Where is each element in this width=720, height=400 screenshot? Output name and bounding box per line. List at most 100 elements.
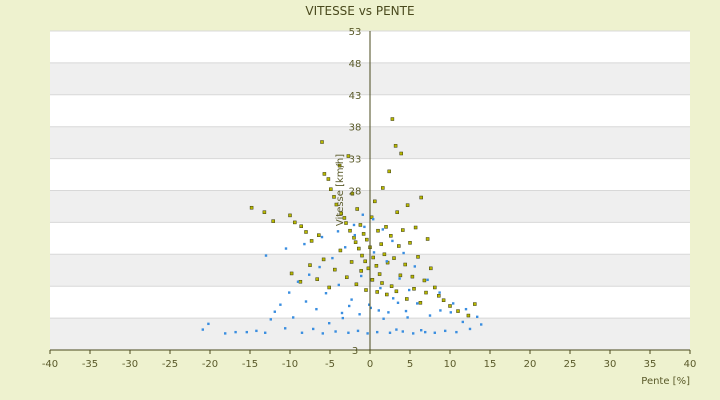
data-point <box>224 332 227 335</box>
x-tick-label: 40 <box>684 359 697 370</box>
data-point <box>390 117 395 121</box>
data-point <box>360 253 364 258</box>
data-point <box>234 330 237 334</box>
data-point <box>429 266 433 271</box>
data-point <box>416 302 419 305</box>
data-point <box>320 235 324 239</box>
data-point <box>387 169 391 174</box>
data-point <box>382 317 385 320</box>
data-point <box>345 275 349 280</box>
data-point <box>328 322 331 325</box>
data-point <box>358 313 361 316</box>
data-point <box>422 278 427 283</box>
data-point <box>392 297 395 300</box>
data-point <box>480 323 483 326</box>
data-point <box>329 187 333 191</box>
data-point <box>334 330 337 333</box>
data-point <box>455 330 458 334</box>
data-point <box>264 331 267 334</box>
data-point <box>336 230 340 233</box>
data-point <box>369 306 372 310</box>
data-point <box>401 228 405 232</box>
x-tick-label: -40 <box>42 359 58 370</box>
data-point <box>397 244 401 248</box>
data-point <box>381 228 384 231</box>
data-point <box>420 329 423 332</box>
data-point <box>399 151 403 156</box>
data-point <box>408 288 411 292</box>
data-point <box>363 259 367 264</box>
data-point <box>419 195 423 200</box>
x-tick-label: 5 <box>407 359 413 370</box>
data-point <box>288 213 292 218</box>
data-point <box>374 264 379 268</box>
data-point <box>379 286 382 290</box>
data-point <box>337 283 340 287</box>
series-a-points <box>249 117 477 318</box>
x-tick-label: 20 <box>524 359 537 370</box>
data-point <box>413 225 418 230</box>
data-point <box>264 254 268 257</box>
data-point <box>376 330 379 334</box>
x-tick-label: -15 <box>242 359 258 370</box>
data-point <box>332 195 336 199</box>
data-point <box>424 330 427 334</box>
data-point <box>473 302 477 306</box>
data-point <box>357 246 361 251</box>
data-point <box>405 203 410 207</box>
y-tick-label: 48 <box>349 59 362 70</box>
data-point <box>308 263 312 267</box>
data-point <box>384 225 388 229</box>
x-tick-label: -10 <box>282 359 298 370</box>
data-point <box>342 216 347 220</box>
data-point <box>466 313 471 318</box>
y-axis-ticks: 3 28 33 38 43 48 53 <box>349 27 362 357</box>
data-point <box>433 285 437 290</box>
x-axis-ticks: -40 -35 -30 -25 -20 -15 -10 -5 0 5 10 15 20 25 30 35 40 <box>42 350 697 370</box>
data-point <box>412 287 416 291</box>
data-point <box>344 246 347 249</box>
data-point <box>391 239 394 243</box>
x-tick-label: -35 <box>82 359 98 370</box>
x-axis-title: Pente [%] <box>641 376 690 387</box>
x-tick-label: 10 <box>444 359 457 370</box>
data-point <box>321 332 324 335</box>
data-point <box>303 242 306 246</box>
data-point <box>355 207 359 211</box>
data-point <box>396 301 400 304</box>
data-point <box>380 281 384 285</box>
data-point <box>354 282 359 287</box>
data-point <box>300 331 304 334</box>
data-point <box>389 284 394 288</box>
chart-title: VITESSE vs PENTE <box>305 4 414 18</box>
data-point <box>322 172 327 176</box>
data-point <box>347 331 350 334</box>
data-point <box>315 307 318 311</box>
data-point <box>299 224 303 228</box>
data-point <box>359 269 363 273</box>
data-point <box>381 186 385 190</box>
data-point <box>448 304 452 308</box>
data-point <box>284 327 287 330</box>
data-point <box>413 265 416 268</box>
data-point <box>289 271 294 276</box>
y-tick-label: 43 <box>349 91 362 102</box>
x-tick-label: -20 <box>202 359 218 370</box>
data-point <box>372 218 375 221</box>
data-point <box>326 177 331 181</box>
data-point <box>317 233 321 237</box>
data-point <box>365 237 369 242</box>
data-point <box>271 219 275 223</box>
data-point <box>398 277 401 280</box>
data-point <box>207 322 210 326</box>
data-point <box>366 332 369 335</box>
data-point <box>392 256 396 260</box>
data-point <box>371 255 375 260</box>
data-point <box>298 279 303 284</box>
series-b-points <box>201 213 483 335</box>
data-point <box>379 242 383 246</box>
data-point <box>245 330 248 334</box>
x-tick-label: 15 <box>484 359 497 370</box>
data-point <box>404 309 408 313</box>
